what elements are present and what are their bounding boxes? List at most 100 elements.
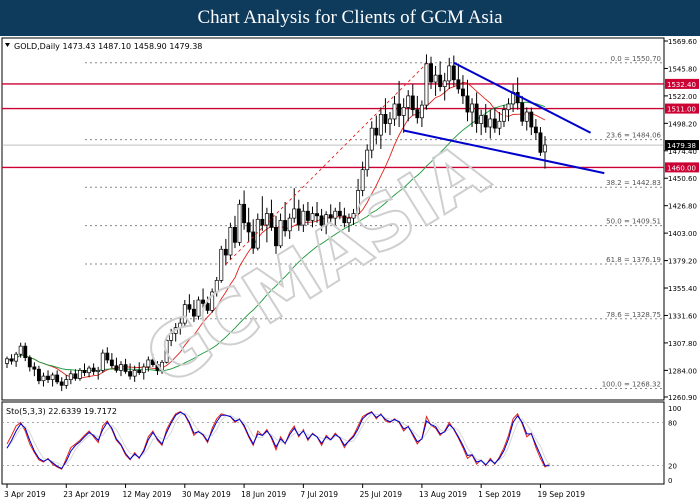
candle-body-17 (82, 370, 87, 374)
candle-17 (82, 363, 87, 377)
trendline-1 (403, 129, 605, 175)
candle-104 (479, 109, 484, 136)
level-tag-0 (665, 78, 699, 89)
candle-body-27 (128, 371, 133, 377)
candle-12 (59, 377, 64, 392)
fib-label-4: 61.8 = 1376.19 (606, 256, 661, 264)
candle-body-58 (269, 213, 274, 228)
candle-81 (374, 115, 379, 145)
price-tick-label-0: 1569.60 (668, 38, 697, 46)
candle-body-36 (169, 333, 174, 341)
candle-body-108 (497, 120, 502, 129)
candle-50 (233, 215, 237, 249)
candle-body-40 (187, 304, 192, 310)
fib-label-0: 0.0 = 1550.70 (611, 55, 661, 63)
candle-body-11 (55, 374, 60, 383)
candle-body-94 (433, 74, 438, 83)
candle-42 (196, 296, 201, 320)
candle-74 (342, 207, 347, 228)
candle-body-8 (41, 375, 46, 382)
price-tick-label-8: 1379.20 (668, 258, 697, 266)
candle-19 (91, 363, 96, 375)
candle-body-90 (415, 109, 420, 119)
candle-116 (533, 118, 538, 140)
candle-68 (315, 201, 319, 223)
candle-25 (119, 361, 123, 377)
candle-body-25 (119, 364, 123, 371)
current-price-tag (665, 140, 699, 151)
candle-55 (255, 213, 260, 251)
candle-8 (41, 372, 46, 387)
candle-20 (96, 366, 101, 380)
horizontal-levels-layer (2, 83, 664, 169)
candle-body-14 (68, 373, 73, 380)
candle-body-56 (260, 218, 265, 226)
candle-body-96 (442, 80, 447, 88)
candle-body-1 (9, 358, 14, 362)
chart-canvas[interactable]: GOLD,Daily 1473.43 1487.10 1458.90 1479.… (0, 36, 700, 500)
candle-65 (301, 204, 306, 232)
candle-84 (388, 112, 392, 136)
candles-layer (5, 54, 547, 392)
stochastic-panel[interactable]: Sto(5,3,3) 22.6339 19.7172 (1, 401, 665, 485)
candle-body-42 (196, 299, 201, 317)
level-tag-label-2: 1460.00 (667, 164, 696, 172)
candle-57 (264, 207, 269, 243)
trendlines-layer (225, 61, 605, 265)
candle-41 (191, 300, 196, 322)
candle-body-117 (538, 132, 543, 153)
stochastic-panel-frame (1, 401, 665, 485)
candle-body-85 (392, 103, 397, 120)
candle-body-84 (388, 118, 392, 124)
candle-body-81 (374, 127, 379, 136)
candle-71 (328, 204, 333, 223)
candle-13 (64, 374, 69, 389)
candle-90 (415, 95, 420, 124)
candle-46 (214, 276, 219, 297)
candle-body-65 (301, 210, 306, 226)
candle-96 (442, 72, 447, 101)
candle-body-100 (460, 88, 465, 97)
candle-body-91 (419, 104, 424, 119)
candle-body-60 (278, 220, 283, 247)
candle-body-105 (483, 115, 488, 128)
candle-body-46 (214, 280, 219, 293)
page-header: Chart Analysis for Clients of GCM Asia (0, 0, 700, 36)
sto-tick-label-2: 20 (668, 463, 677, 471)
level-tag-2 (665, 162, 699, 173)
candle-body-95 (438, 74, 443, 88)
candle-body-13 (64, 379, 69, 386)
price-tick-label-10: 1331.60 (668, 312, 697, 320)
candle-114 (524, 107, 529, 131)
candle-33 (155, 361, 160, 375)
fib-label-2: 38.2 = 1442.83 (606, 179, 661, 187)
price-panel-frame (1, 37, 665, 401)
candle-92 (424, 54, 429, 110)
price-panel[interactable]: GOLD,Daily 1473.43 1487.10 1458.90 1479.… (1, 37, 665, 401)
candle-body-82 (378, 113, 383, 136)
candle-body-67 (310, 213, 315, 221)
candle-59 (274, 215, 278, 254)
candle-10 (50, 372, 55, 387)
candle-body-99 (456, 79, 461, 90)
candle-113 (520, 95, 525, 126)
candle-body-63 (292, 208, 297, 219)
candle-22 (105, 347, 110, 364)
candle-body-44 (205, 303, 210, 311)
candle-72 (333, 207, 338, 226)
fib-label-3: 50.0 = 1409.51 (606, 218, 661, 226)
price-tick-label-3: 1498.20 (668, 120, 697, 128)
stochastic-axis: 100 80 20 0 (668, 405, 681, 485)
symbol-dropdown-icon[interactable] (5, 43, 10, 47)
candle-body-73 (337, 210, 342, 217)
candle-body-70 (324, 214, 329, 226)
candle-body-59 (274, 227, 278, 247)
candle-61 (283, 201, 288, 237)
candle-100 (460, 75, 465, 104)
candle-62 (287, 213, 292, 239)
candle-body-38 (178, 322, 183, 329)
candle-76 (351, 208, 356, 226)
candle-5 (27, 355, 32, 372)
candle-body-107 (492, 118, 497, 129)
candle-body-41 (191, 308, 196, 317)
